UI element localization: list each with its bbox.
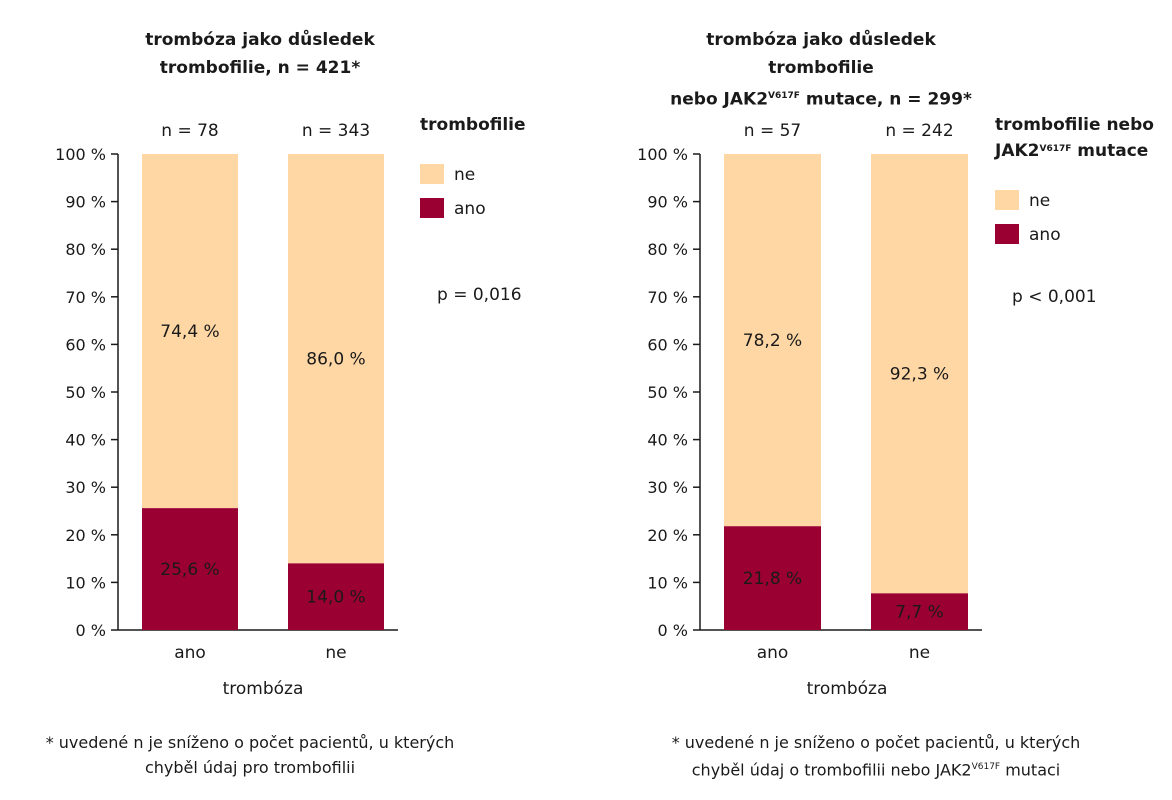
chart-panel-left: trombóza jako důsledek trombofilie, n = … (10, 26, 526, 780)
chart-title-line-2: trombofilie, n = 421* (159, 58, 361, 78)
y-tick-label: 100 % (637, 145, 688, 164)
y-tick-label: 80 % (647, 240, 688, 259)
bar-segment-ano (871, 593, 968, 630)
legend-title: JAK2V617F mutace (994, 141, 1148, 161)
bar-segment-ano (142, 508, 238, 630)
legend-title: trombofilie (420, 115, 526, 135)
y-tick-label: 100 % (55, 145, 106, 164)
bar-chart-right: 0 % 10 % 20 % 30 % 40 % 50 % 60 % 70 % 80 % 90 % 1… (637, 115, 1154, 699)
y-tick-label: 30 % (65, 478, 106, 497)
y-tick-label: 40 % (65, 431, 106, 450)
footnote-line-2: chyběl údaj pro trombofilii (144, 758, 356, 777)
y-tick-label: 50 % (65, 383, 106, 402)
bar-segment-ne (724, 154, 821, 527)
n-label: n = 78 (161, 121, 218, 141)
y-tick-label: 20 % (647, 526, 688, 545)
n-label: n = 242 (885, 121, 953, 141)
legend-label: ano (454, 199, 486, 219)
footnote-line-2: chyběl údaj o trombofilii nebo JAK2V617F… (691, 760, 1061, 780)
bar-chart-left: 0 % 10 % 20 % 30 % 40 % 50 % 60 % 70 % 80 % 90 % 1… (55, 115, 526, 699)
data-label-ano: 21,8 % (743, 569, 802, 589)
y-tick-label: 60 % (65, 335, 106, 354)
y-tick-label: 20 % (65, 526, 106, 545)
data-label-ano: 7,7 % (895, 603, 944, 623)
y-tick-label: 60 % (647, 335, 688, 354)
y-tick-label: 80 % (65, 240, 106, 259)
bar-segment-ano (724, 526, 821, 630)
data-label-ne: 78,2 % (743, 331, 802, 351)
x-tick-label: ne (909, 643, 930, 663)
y-tick-label: 10 % (647, 573, 688, 592)
x-tick-label: ne (325, 643, 346, 663)
chart-title-line-1: trombóza jako důsledek trombofilie (706, 30, 936, 78)
data-label-ano: 14,0 % (306, 588, 365, 608)
legend-swatch (420, 198, 444, 218)
chart-panel-right: trombóza jako důsledek trombofilie nebo … (586, 0, 1172, 800)
footnote-line-1: * uvedené n je sníženo o počet pacientů,… (45, 733, 455, 752)
data-label-ano: 25,6 % (160, 560, 219, 580)
legend-swatch (995, 190, 1019, 210)
legend-title: trombofilie nebo (995, 115, 1154, 135)
p-value-annotation: p = 0,016 (437, 285, 522, 305)
y-tick-label: 90 % (647, 193, 688, 212)
legend-swatch (420, 164, 444, 184)
y-tick-label: 90 % (65, 193, 106, 212)
n-label: n = 57 (744, 121, 801, 141)
legend-swatch (995, 224, 1019, 244)
x-tick-label: ano (757, 643, 789, 663)
chart-title-line-2: nebo JAK2V617F mutace, n = 299* (670, 89, 972, 110)
legend-label: ne (1029, 191, 1050, 211)
chart-title: trombóza jako důsledek trombofilie, n = … (125, 26, 395, 82)
x-axis-title: trombóza (807, 679, 888, 699)
y-tick-label: 50 % (647, 383, 688, 402)
y-tick-label: 40 % (647, 431, 688, 450)
x-tick-label: ano (174, 643, 206, 663)
p-value-annotation: p < 0,001 (1012, 287, 1097, 307)
bar-segment-ano (288, 563, 384, 630)
y-tick-label: 10 % (65, 573, 106, 592)
data-label-ne: 92,3 % (890, 365, 949, 385)
chart-title: trombóza jako důsledek trombofilie nebo … (656, 26, 986, 114)
footnote-line-1: * uvedené n je sníženo o počet pacientů,… (671, 733, 1081, 752)
bar-segment-ne (871, 154, 968, 594)
legend-label: ano (1029, 225, 1061, 245)
bar-segment-ne (288, 154, 384, 564)
y-tick-label: 30 % (647, 478, 688, 497)
y-tick-label: 70 % (647, 288, 688, 307)
footnote: * uvedené n je sníženo o počet pacientů,… (10, 730, 490, 780)
data-label-ne: 86,0 % (306, 350, 365, 370)
footnote: * uvedené n je sníženo o počet pacientů,… (596, 730, 1156, 782)
y-tick-label: 70 % (65, 288, 106, 307)
chart-title-line-1: trombóza jako důsledek (145, 30, 375, 50)
data-label-ne: 74,4 % (160, 322, 219, 342)
bar-segment-ne (142, 154, 238, 509)
n-label: n = 343 (302, 121, 370, 141)
y-tick-label: 0 % (76, 621, 106, 640)
x-axis-title: trombóza (223, 679, 304, 699)
y-tick-label: 0 % (658, 621, 688, 640)
legend-label: ne (454, 165, 475, 185)
